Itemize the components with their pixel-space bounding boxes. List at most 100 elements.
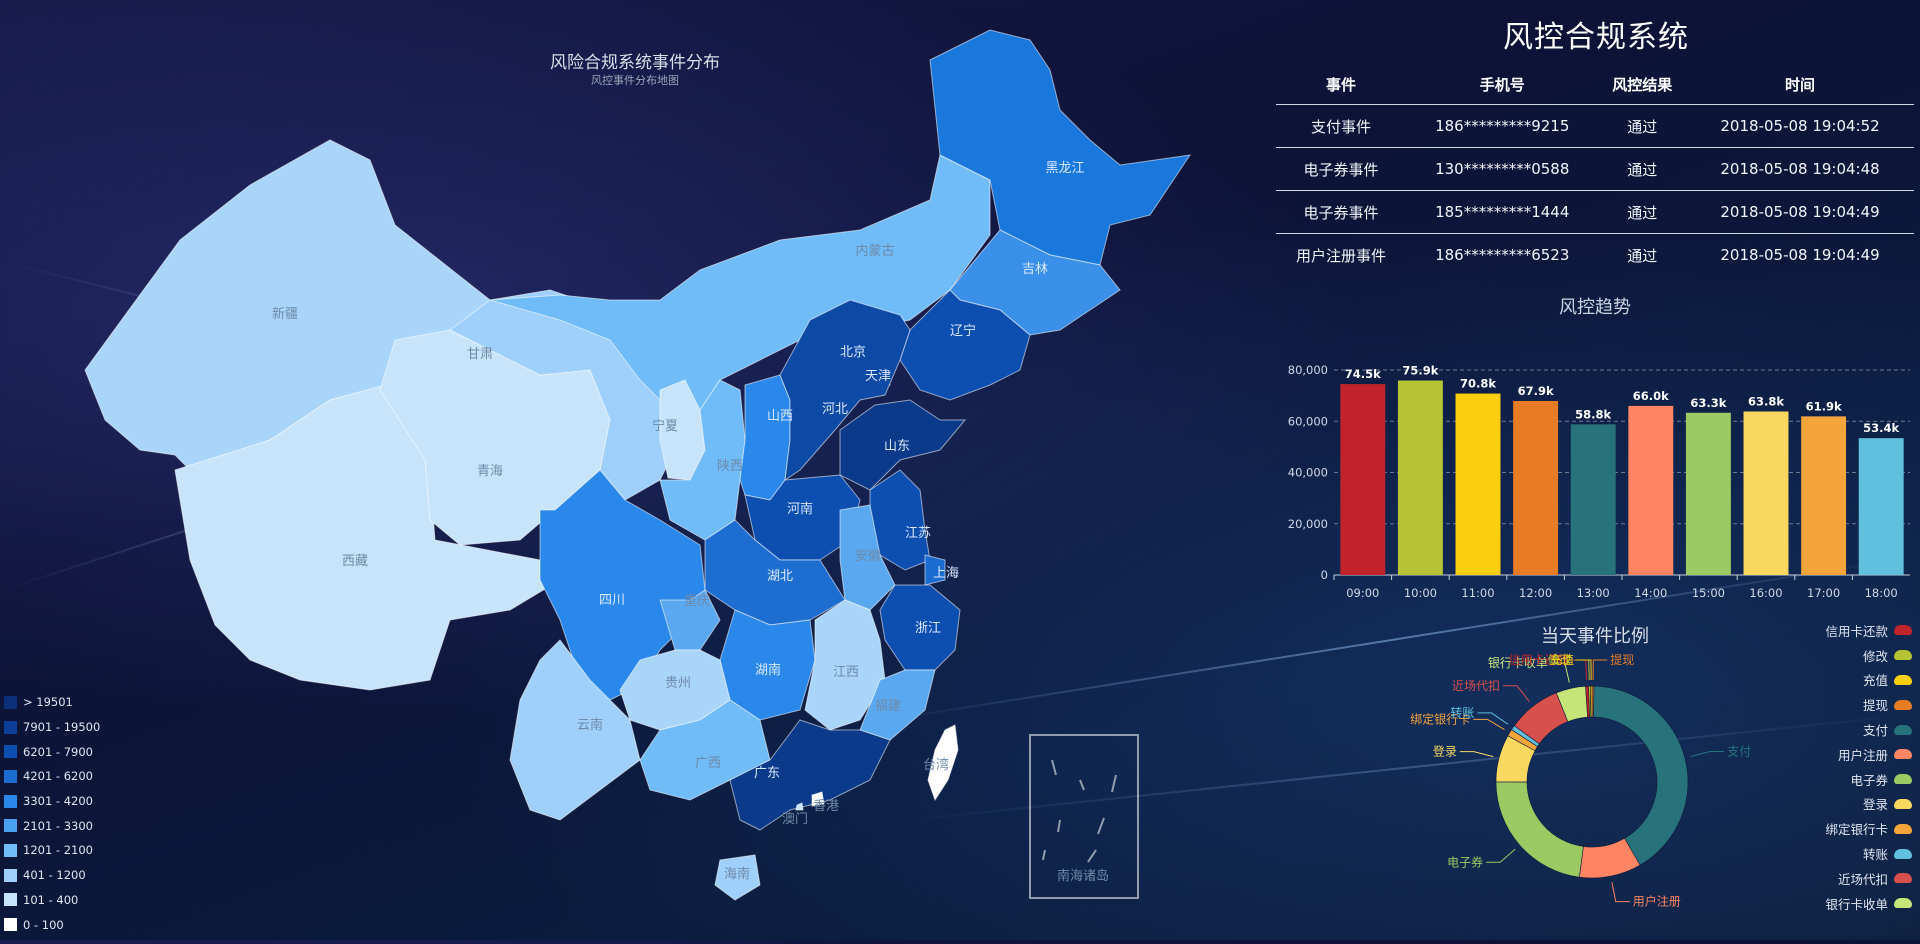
- column-header-phone: 手机号: [1405, 64, 1599, 105]
- province-32[interactable]: [795, 802, 804, 811]
- province-2[interactable]: [174, 384, 561, 691]
- legend-item[interactable]: 7901 - 19500: [4, 715, 100, 740]
- pie-legend-item[interactable]: 支付: [1790, 717, 1912, 742]
- legend-item[interactable]: 4201 - 6200: [4, 764, 100, 789]
- bar-value-label: 63.3k: [1690, 396, 1726, 410]
- province-35[interactable]: [1029, 734, 1139, 899]
- leader-line: [1459, 751, 1494, 758]
- province-6[interactable]: [929, 29, 1192, 266]
- pie-legend-item[interactable]: 充值: [1790, 668, 1912, 693]
- pie-legend-item[interactable]: 用户注册: [1790, 742, 1912, 767]
- bar-15:00[interactable]: [1685, 412, 1731, 575]
- legend-item[interactable]: 1201 - 2100: [4, 838, 100, 863]
- pie-legend-label: 绑定银行卡: [1825, 822, 1888, 838]
- x-tick-label: 16:00: [1749, 586, 1782, 600]
- bar-14:00[interactable]: [1628, 405, 1674, 575]
- bar-18:00[interactable]: [1858, 438, 1904, 575]
- y-tick-label: 40,000: [1288, 466, 1328, 480]
- donut-slice-电子券[interactable]: [1495, 781, 1584, 878]
- province-29[interactable]: [639, 699, 771, 801]
- legend-marker-icon: [1894, 898, 1912, 909]
- pie-legend-item[interactable]: 银行卡收单: [1790, 891, 1912, 916]
- legend-label: 401 - 1200: [23, 868, 86, 883]
- province-label: 上海: [933, 566, 959, 581]
- province-label: 浙江: [915, 621, 941, 636]
- province-label: 甘肃: [467, 347, 493, 362]
- bar-17:00[interactable]: [1801, 416, 1847, 575]
- pie-legend-item[interactable]: 转账: [1790, 841, 1912, 866]
- province-label: 河南: [787, 501, 813, 517]
- province-label: 安徽: [855, 549, 881, 564]
- province-34[interactable]: [927, 724, 959, 802]
- bar-16:00[interactable]: [1743, 411, 1789, 575]
- legend-item[interactable]: 401 - 1200: [4, 863, 100, 888]
- table-row: 支付事件 186*********9215 通过 2018-05-08 19:0…: [1276, 104, 1914, 148]
- legend-item[interactable]: 2101 - 3300: [4, 813, 100, 838]
- pie-legend-item[interactable]: 近场代扣: [1790, 866, 1912, 891]
- bar-13:00[interactable]: [1570, 424, 1616, 575]
- legend-label: 0 - 100: [23, 917, 64, 932]
- bar-value-label: 58.8k: [1575, 407, 1611, 421]
- slice-label: 修改: [1548, 652, 1572, 667]
- legend-item[interactable]: > 19501: [4, 690, 100, 715]
- pie-legend-label: 用户注册: [1837, 747, 1888, 763]
- slice-label: 绑定银行卡: [1410, 711, 1470, 726]
- pie-chart-title: 当天事件比例: [1541, 626, 1649, 647]
- legend-item[interactable]: 3301 - 4200: [4, 789, 100, 814]
- legend-label: 4201 - 6200: [23, 769, 93, 784]
- y-tick-label: 60,000: [1288, 414, 1328, 428]
- pie-legend-label: 转账: [1862, 847, 1888, 863]
- bar-10:00[interactable]: [1397, 380, 1443, 575]
- x-tick-label: 13:00: [1577, 586, 1610, 600]
- map-title: 风险合规系统事件分布: [550, 53, 720, 73]
- donut-slice-支付[interactable]: [1592, 685, 1689, 866]
- slice-label: 转账: [1450, 705, 1474, 720]
- pie-legend-item[interactable]: 绑定银行卡: [1790, 816, 1912, 841]
- legend-swatch: [4, 819, 17, 833]
- trend-bar-chart: 0 20,000 40,000 60,000 80,000 74.5k 09:00 75.9k…: [1288, 363, 1910, 600]
- province-31[interactable]: [811, 791, 825, 807]
- province-label: 江苏: [905, 525, 931, 541]
- pie-legend-item[interactable]: 登录: [1790, 792, 1912, 817]
- slice-label: 近场代扣: [1452, 679, 1500, 693]
- pie-legend-item[interactable]: 提现: [1790, 692, 1912, 717]
- pie-legend-item[interactable]: 电子券: [1790, 767, 1912, 792]
- slice-label: 电子券: [1447, 854, 1483, 869]
- legend-label: 101 - 400: [23, 892, 79, 907]
- province-19[interactable]: [839, 504, 896, 611]
- province-label: 山东: [884, 439, 910, 454]
- cell-result: 通过: [1598, 147, 1687, 191]
- x-tick-label: 18:00: [1865, 586, 1898, 600]
- province-33[interactable]: [714, 854, 761, 901]
- legend-item[interactable]: 101 - 400: [4, 888, 100, 913]
- province-15[interactable]: [839, 399, 967, 491]
- x-tick-label: 12:00: [1519, 586, 1552, 600]
- legend-item[interactable]: 0 - 100: [4, 912, 100, 937]
- bar-12:00[interactable]: [1513, 401, 1559, 575]
- province-label: 广东: [754, 766, 780, 781]
- province-11[interactable]: [739, 374, 791, 501]
- leader-line: [1473, 718, 1505, 731]
- province-18[interactable]: [924, 554, 946, 586]
- bar-11:00[interactable]: [1455, 393, 1501, 575]
- legend-item[interactable]: 6201 - 7900: [4, 739, 100, 764]
- pie-legend-item[interactable]: 修改: [1790, 643, 1912, 668]
- province-label: 福建: [875, 699, 901, 714]
- x-tick-label: 14:00: [1634, 586, 1667, 600]
- cell-time: 2018-05-08 19:04:49: [1720, 246, 1880, 264]
- cell-event: 电子券事件: [1276, 190, 1406, 234]
- donut-slice-提现[interactable]: [1591, 685, 1595, 718]
- province-label: 吉林: [1022, 262, 1048, 277]
- island-mark: [1057, 819, 1061, 833]
- pie-legend-item[interactable]: 信用卡还款: [1790, 618, 1912, 643]
- legend-marker-icon: [1894, 625, 1912, 636]
- province-30[interactable]: [729, 719, 891, 831]
- map-panel: 风险合规系统事件分布 风控事件分布地图 新疆 西藏 青海 甘肃 内蒙古 黑龙江 吉林 辽宁 宁夏…: [4, 29, 1192, 937]
- province-14[interactable]: [779, 299, 911, 482]
- province-label: 青海: [477, 464, 503, 479]
- leader-line: [1611, 881, 1630, 903]
- bar-09:00[interactable]: [1340, 384, 1386, 575]
- legend-label: 2101 - 3300: [23, 818, 93, 833]
- province-label: 山西: [767, 409, 793, 424]
- province-28[interactable]: [509, 639, 641, 821]
